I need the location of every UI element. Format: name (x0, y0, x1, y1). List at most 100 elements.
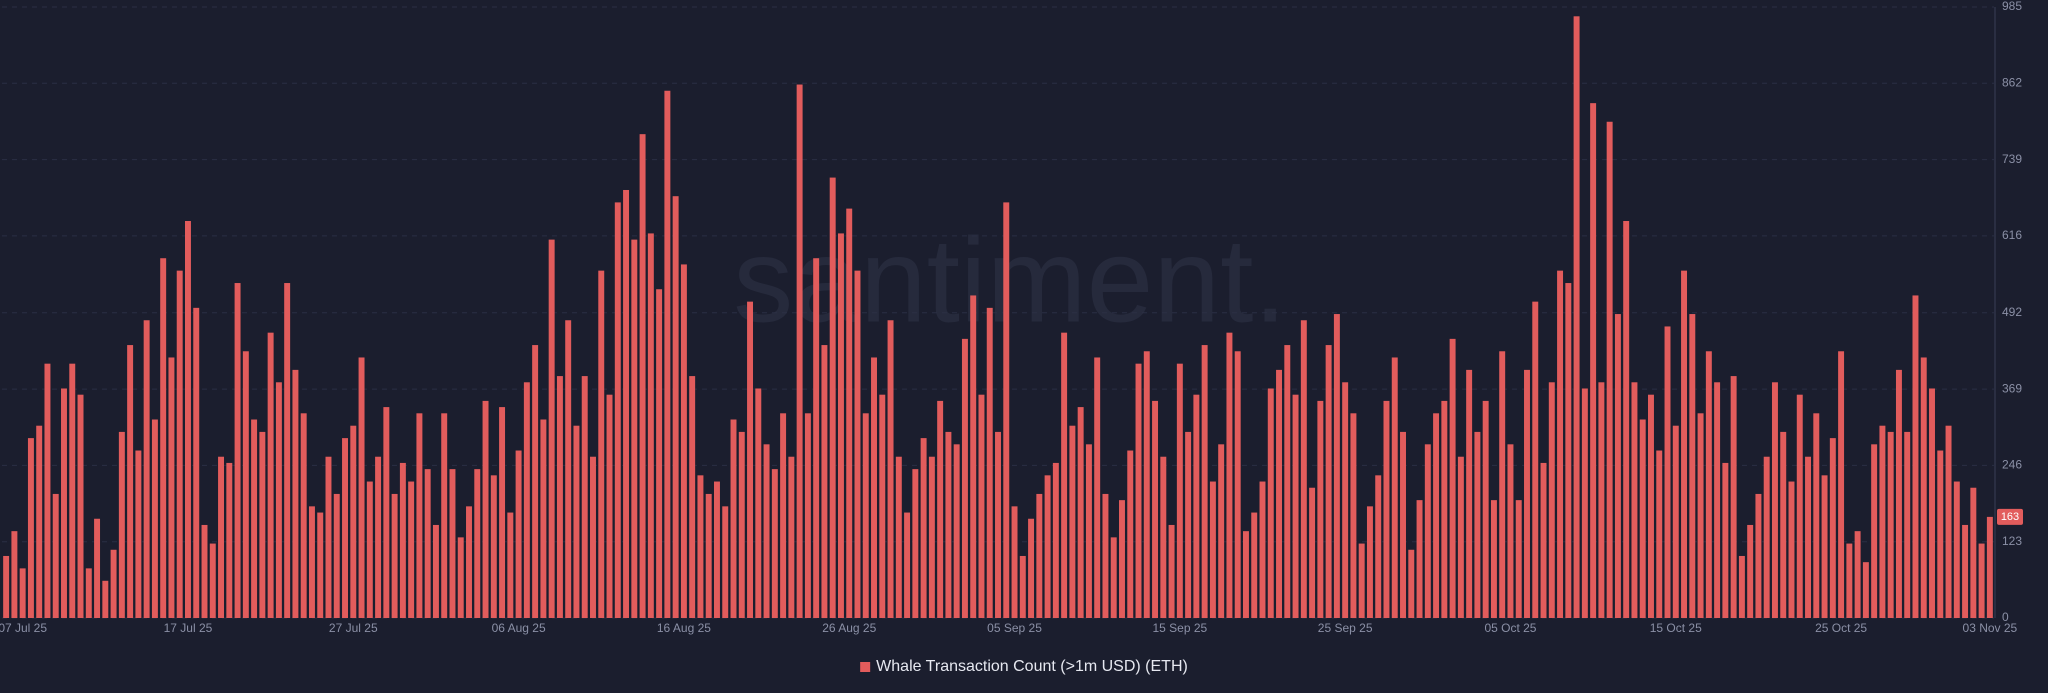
bar (375, 456, 382, 618)
bar (1234, 351, 1241, 618)
bar (1747, 524, 1754, 618)
bar (160, 258, 167, 618)
x-tick-label: 05 Oct 25 (1484, 621, 1536, 635)
x-tick-label: 26 Aug 25 (822, 621, 876, 635)
bar (424, 469, 431, 618)
bar (887, 320, 894, 618)
bar (1044, 475, 1051, 618)
x-tick-label: 07 Jul 25 (0, 621, 47, 635)
bar (408, 481, 415, 618)
last-value-badge (1997, 508, 2023, 525)
x-tick-label: 25 Oct 25 (1815, 621, 1867, 635)
bar (1953, 481, 1960, 618)
bar (308, 506, 315, 618)
bar (44, 363, 51, 618)
bar (399, 462, 406, 618)
bar (1937, 450, 1944, 618)
bar (1160, 456, 1167, 618)
bar (1300, 320, 1307, 618)
bar (1920, 357, 1927, 618)
bar (1119, 500, 1125, 618)
bar (1011, 506, 1018, 618)
bar (1152, 400, 1159, 618)
bar (730, 419, 737, 618)
bar (796, 84, 803, 618)
bar (1895, 369, 1902, 618)
bar (383, 407, 390, 618)
x-tick-label: 16 Aug 25 (657, 621, 711, 635)
bar (1970, 487, 1977, 618)
bar (1879, 425, 1886, 618)
bar (705, 493, 712, 618)
bar (1449, 338, 1456, 618)
bar (1135, 363, 1142, 618)
bar (1623, 221, 1630, 619)
bar (1714, 382, 1721, 618)
bar (1912, 295, 1919, 618)
bar (325, 456, 332, 618)
bar (1391, 357, 1398, 618)
bar (1193, 394, 1200, 618)
bar (1730, 376, 1737, 618)
bar (466, 506, 472, 618)
bar (738, 431, 745, 618)
x-tick-label: 06 Aug 25 (492, 621, 546, 635)
bar (879, 394, 886, 618)
bar (854, 270, 861, 618)
bar (904, 512, 911, 618)
bar (474, 469, 481, 618)
bar (1168, 524, 1175, 618)
bar (366, 481, 373, 618)
y-tick-label: 123 (2002, 534, 2022, 548)
x-tick-label: 27 Jul 25 (329, 621, 378, 635)
bar (1581, 388, 1588, 618)
y-tick-label: 739 (2002, 152, 2022, 166)
bar (623, 189, 630, 618)
bar (1788, 481, 1795, 618)
bar (1466, 369, 1473, 618)
bar (573, 425, 580, 618)
y-tick-label: 0 (2002, 610, 2009, 624)
bar (1251, 512, 1258, 618)
bar (234, 283, 241, 618)
bar (631, 239, 638, 619)
bar (184, 221, 191, 619)
bar (1077, 407, 1084, 618)
bar (441, 413, 448, 618)
bar (821, 345, 828, 618)
bar (1904, 431, 1911, 618)
bar (1309, 487, 1316, 618)
bar (259, 431, 266, 618)
bar (1697, 413, 1704, 618)
bar (1069, 425, 1076, 618)
bar (722, 506, 729, 618)
bar (1333, 314, 1340, 618)
bar (747, 301, 754, 618)
bar (1276, 369, 1283, 618)
bar (1400, 431, 1406, 618)
bar (656, 289, 663, 618)
bar (3, 555, 10, 618)
y-tick-label: 246 (2002, 458, 2022, 472)
bar (606, 394, 613, 618)
bar (813, 258, 820, 618)
legend-label: Whale Transaction Count (>1m USD) (ETH) (876, 658, 1188, 675)
bar (590, 456, 596, 618)
y-tick-label: 369 (2002, 381, 2022, 395)
bar (1854, 531, 1861, 618)
legend: Whale Transaction Count (>1m USD) (ETH) (860, 658, 1188, 675)
bar (846, 208, 853, 618)
bar (69, 363, 76, 618)
bar (1457, 456, 1464, 618)
bar (1862, 562, 1869, 618)
bar (1598, 382, 1605, 618)
bar (1226, 332, 1233, 618)
bar (1656, 450, 1663, 618)
bar (1052, 462, 1059, 618)
bar (1639, 419, 1646, 618)
bar (581, 376, 588, 618)
bar (77, 394, 84, 618)
bar (1507, 444, 1514, 618)
bar (1292, 394, 1299, 618)
bar (127, 345, 134, 618)
